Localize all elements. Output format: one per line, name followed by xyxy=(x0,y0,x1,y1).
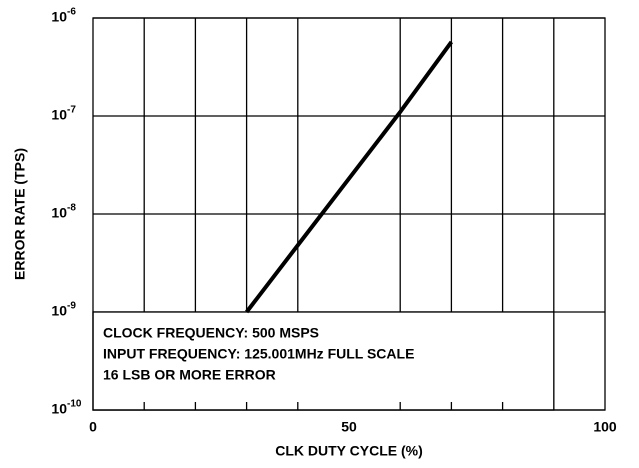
y-tick-exponent: -8 xyxy=(67,203,76,214)
y-tick-label: 10 xyxy=(51,9,67,25)
x-tick-label: 100 xyxy=(593,419,617,435)
annotation-box xyxy=(92,311,555,411)
y-tick-label: 10 xyxy=(51,303,67,319)
y-tick-exponent: -9 xyxy=(67,301,76,312)
data-line xyxy=(245,40,454,314)
y-tick-exponent: -7 xyxy=(67,105,76,116)
y-tick-exponent: -10 xyxy=(67,399,82,410)
plot-frame xyxy=(92,17,606,411)
annotation: CLOCK FREQUENCY: 500 MSPS xyxy=(103,325,319,341)
y-tick-label: 10 xyxy=(51,107,67,123)
y-tick-label: 10 xyxy=(51,205,67,221)
y-tick-exponent: -6 xyxy=(67,7,76,18)
x-tick-label: 0 xyxy=(89,419,97,435)
y-axis-label: ERROR RATE (TPS) xyxy=(12,148,28,280)
annotation: INPUT FREQUENCY: 125.001MHz FULL SCALE xyxy=(103,346,414,362)
x-tick-label: 50 xyxy=(341,419,357,435)
x-axis-label: CLK DUTY CYCLE (%) xyxy=(275,443,423,459)
annotation: 16 LSB OR MORE ERROR xyxy=(103,367,276,383)
y-tick-label: 10 xyxy=(51,401,67,417)
